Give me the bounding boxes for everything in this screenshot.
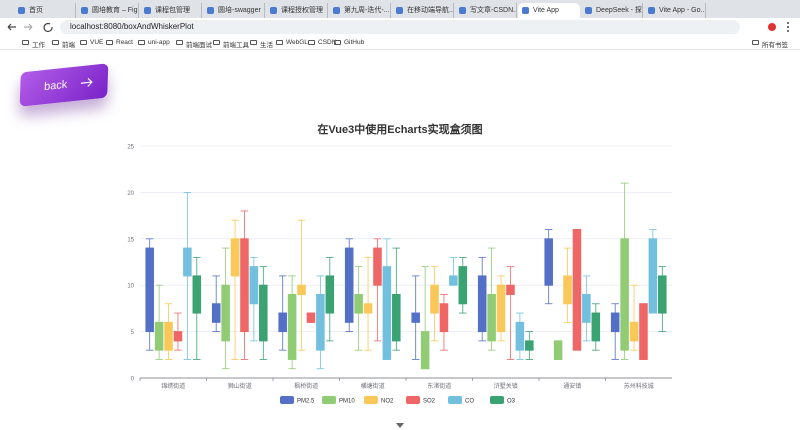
x-tick-label: 横塘街道 bbox=[361, 382, 385, 390]
legend-label: CO bbox=[465, 399, 474, 405]
legend-swatch bbox=[364, 396, 378, 404]
all-bookmarks[interactable]: 所有书签 bbox=[752, 39, 788, 49]
bookmark[interactable]: 前端 bbox=[52, 39, 75, 49]
box bbox=[316, 293, 325, 351]
box bbox=[515, 321, 525, 351]
bookmark[interactable]: React bbox=[106, 39, 133, 46]
box bbox=[496, 284, 506, 333]
box bbox=[287, 293, 297, 360]
box bbox=[487, 293, 496, 342]
legend-label: PM10 bbox=[339, 399, 355, 405]
x-tick-label: 枫桥街道 bbox=[294, 382, 318, 390]
bookmark[interactable]: uni-app bbox=[138, 39, 170, 46]
bookmark[interactable]: 前端面试 bbox=[176, 39, 212, 49]
bookmark[interactable]: VUE bbox=[80, 39, 103, 46]
bookmark[interactable]: GitHub bbox=[334, 39, 364, 46]
scroll-indicator bbox=[396, 423, 404, 428]
box bbox=[544, 238, 553, 286]
box bbox=[183, 247, 192, 277]
box bbox=[230, 238, 240, 277]
tab[interactable]: 在移动端导航... bbox=[392, 3, 454, 18]
box bbox=[164, 321, 173, 351]
tab[interactable]: 第九周-迭代-... bbox=[329, 3, 391, 18]
bookmark[interactable]: 工作 bbox=[22, 39, 45, 49]
box bbox=[240, 238, 249, 333]
tab[interactable]: 首页 bbox=[14, 3, 76, 18]
legend-label: NO2 bbox=[381, 399, 394, 405]
tab[interactable]: 圆培教育 – Fig... bbox=[77, 3, 139, 18]
legend-swatch bbox=[406, 396, 420, 404]
y-tick-label: 10 bbox=[127, 284, 134, 290]
legend-swatch bbox=[322, 396, 336, 404]
bookmark[interactable]: WebGL bbox=[276, 39, 308, 46]
chart-title: 在Vue3中使用Echarts实现盒须图 bbox=[317, 122, 482, 136]
box bbox=[259, 284, 268, 342]
y-tick-label: 20 bbox=[127, 191, 134, 197]
x-tick-label: 东渚街道 bbox=[427, 382, 451, 390]
bookmark[interactable]: 生活 bbox=[250, 39, 273, 49]
bookmark[interactable]: 前端工具 bbox=[213, 39, 249, 49]
address-bar: localhost:8080/boxAndWhiskerPlot bbox=[0, 18, 800, 36]
nav-icons bbox=[7, 22, 53, 33]
box bbox=[439, 303, 449, 333]
x-tick-label: 苏州科技城 bbox=[624, 382, 654, 390]
legend-swatch bbox=[448, 396, 462, 404]
tab[interactable]: 课程授权管理 bbox=[266, 3, 328, 18]
y-tick-label: 0 bbox=[131, 377, 135, 383]
back-button[interactable]: back bbox=[19, 63, 109, 107]
legend-swatch bbox=[490, 396, 504, 404]
legend-swatch bbox=[280, 396, 294, 404]
tab[interactable]: 课程包管理 bbox=[140, 3, 202, 18]
tab-bar: 首页 圆培教育 – Fig... 课程包管理 圆培-swagger 课程授权管理 第九周-… bbox=[0, 0, 800, 18]
bookmarks-bar: 所有书签 工作 前端 VUE React uni-app 前端面试 前端工具 生活 WebGL C… bbox=[0, 36, 800, 50]
x-tick-label: 狮山街道 bbox=[228, 382, 252, 390]
tab[interactable]: Vite App bbox=[518, 3, 580, 18]
y-tick-label: 25 bbox=[127, 145, 134, 151]
box bbox=[591, 312, 601, 342]
box bbox=[392, 293, 401, 342]
box bbox=[563, 275, 572, 305]
chart: 在Vue3中使用Echarts实现盒须图 0 5 10 15 20 25 锦绣街道 狮山街道 枫… bbox=[127, 122, 672, 428]
legend-label: O3 bbox=[507, 399, 516, 405]
y-tick-label: 15 bbox=[127, 237, 134, 243]
box bbox=[572, 229, 582, 351]
box bbox=[154, 321, 164, 351]
x-tick-label: 锦绣街道 bbox=[161, 382, 185, 390]
box bbox=[145, 247, 154, 333]
tab[interactable]: Vite App - Go... bbox=[644, 3, 706, 18]
x-tick-label: 浒墅关镇 bbox=[494, 382, 518, 390]
tab[interactable]: DeepSeek - 探... bbox=[581, 3, 643, 18]
tab[interactable]: 圆培-swagger bbox=[203, 3, 265, 18]
legend-label: PM2.5 bbox=[297, 399, 315, 405]
url-field[interactable]: localhost:8080/boxAndWhiskerPlot bbox=[60, 20, 740, 34]
y-tick-label: 5 bbox=[131, 330, 135, 336]
x-tick-label: 通安镇 bbox=[563, 382, 581, 390]
tab[interactable]: 写文章-CSDN... bbox=[455, 3, 517, 18]
box bbox=[430, 284, 439, 314]
toolbar-icons bbox=[768, 22, 789, 32]
arrow-icon bbox=[80, 77, 93, 87]
box bbox=[582, 293, 591, 323]
bookmark[interactable]: CSDN bbox=[308, 39, 336, 46]
legend-label: SO2 bbox=[423, 399, 436, 405]
